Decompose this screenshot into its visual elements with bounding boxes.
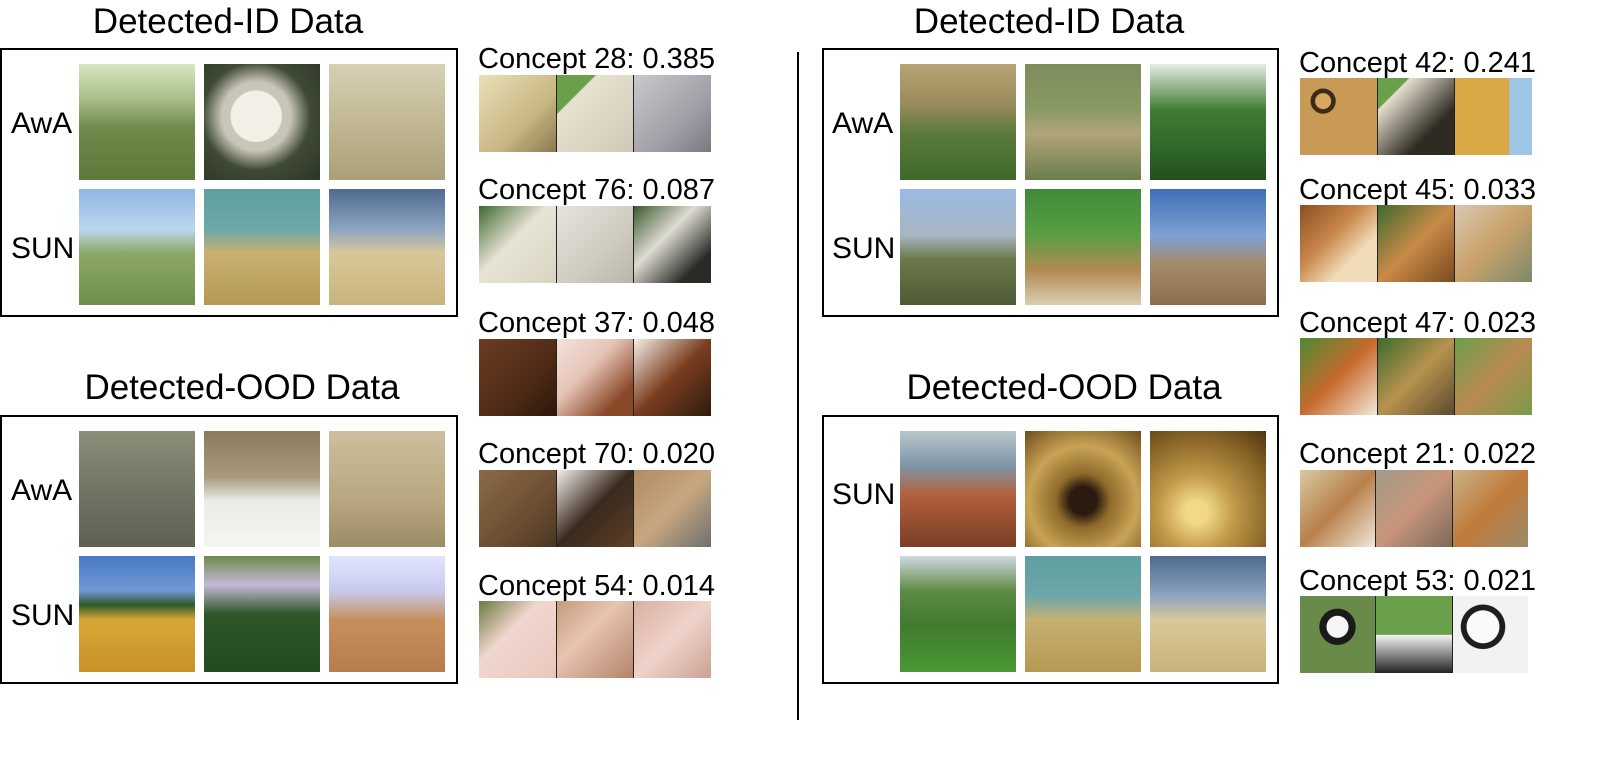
left-concept-5-patch-1: [479, 601, 556, 678]
right-ood-sun-image-3: [1150, 431, 1266, 547]
panel-divider: [797, 52, 799, 720]
left-id-row-label-awa: AwA: [11, 107, 73, 140]
right-concept-3-patch-1: [1300, 338, 1377, 415]
right-id-title: Detected-ID Data: [913, 2, 1185, 41]
right-concept-1-label: Concept 42: 0.241: [1299, 47, 1537, 79]
right-ood-sun-image-5: [1025, 556, 1141, 672]
left-id-sun-image-3: [329, 189, 445, 305]
right-concept-1-patch-1: [1300, 78, 1377, 155]
right-id-sun-image-2: [1025, 189, 1141, 305]
left-id-box: [0, 48, 458, 317]
left-concept-1-strip: [479, 75, 711, 152]
right-concept-4-label: Concept 21: 0.022: [1299, 438, 1537, 470]
left-ood-row-label-sun: SUN: [11, 599, 75, 632]
left-concept-4-patch-3: [633, 470, 711, 547]
right-concept-1-patch-2: [1376, 78, 1455, 155]
left-ood-awa-image-2: [204, 431, 320, 547]
right-concept-3-label: Concept 47: 0.023: [1299, 307, 1537, 339]
right-concept-5-label: Concept 53: 0.021: [1299, 565, 1537, 597]
right-id-row-label-awa: AwA: [832, 107, 894, 140]
right-id-box: [822, 48, 1279, 317]
left-concept-3-label: Concept 37: 0.048: [478, 307, 716, 339]
right-ood-row-label-sun: SUN: [832, 478, 896, 511]
right-concept-2-patch-2: [1376, 205, 1455, 282]
left-id-sun-image-1: [79, 189, 195, 305]
left-concept-4-patch-1: [479, 470, 556, 547]
right-concept-4-strip: [1300, 470, 1528, 547]
right-id-awa-image-1: [900, 64, 1016, 180]
right-ood-sun-image-2: [1025, 431, 1141, 547]
right-concept-4-patch-3: [1451, 470, 1528, 547]
left-concept-5-patch-3: [633, 601, 711, 678]
right-concept-5-patch-3: [1451, 596, 1528, 673]
left-concept-4-strip: [479, 470, 711, 547]
right-ood-box: [822, 415, 1279, 684]
right-concept-4-patch-2: [1375, 470, 1452, 547]
right-ood-sun-image-1: [900, 431, 1016, 547]
right-id-awa-image-2: [1025, 64, 1141, 180]
left-concept-1-patch-2: [555, 75, 634, 152]
right-concept-2-strip: [1300, 205, 1532, 282]
left-concept-4-label: Concept 70: 0.020: [478, 438, 716, 470]
left-ood-sun-image-1: [79, 556, 195, 672]
left-concept-3-patch-3: [633, 339, 711, 416]
right-concept-5-patch-1: [1300, 596, 1376, 673]
left-ood-sun-image-3: [329, 556, 445, 672]
right-concept-1-strip: [1300, 78, 1532, 155]
right-concept-5-patch-2: [1375, 596, 1452, 673]
left-concept-3-patch-1: [479, 339, 556, 416]
left-concept-3-patch-2: [555, 339, 634, 416]
left-id-awa-image-2: [204, 64, 320, 180]
left-id-row-label-sun: SUN: [11, 232, 75, 265]
left-concept-3-strip: [479, 339, 711, 416]
left-concept-2-patch-3: [633, 206, 711, 283]
right-id-row-label-sun: SUN: [832, 232, 896, 265]
right-id-awa-image-3: [1150, 64, 1266, 180]
right-concept-5-strip: [1300, 596, 1528, 673]
left-ood-title: Detected-OOD Data: [84, 368, 400, 407]
left-concept-2-label: Concept 76: 0.087: [478, 174, 716, 206]
left-concept-5-patch-2: [555, 601, 634, 678]
right-id-sun-image-1: [900, 189, 1016, 305]
left-ood-box: [0, 415, 458, 684]
right-concept-2-patch-3: [1454, 205, 1532, 282]
left-concept-5-label: Concept 54: 0.014: [478, 570, 716, 602]
right-concept-2-label: Concept 45: 0.033: [1299, 174, 1537, 206]
left-ood-sun-image-2: [204, 556, 320, 672]
left-concept-2-patch-1: [479, 206, 556, 283]
left-ood-row-label-awa: AwA: [11, 474, 73, 507]
left-concept-1-patch-1: [479, 75, 556, 152]
right-id-sun-image-3: [1150, 189, 1266, 305]
left-id-awa-image-3: [329, 64, 445, 180]
left-ood-awa-image-1: [79, 431, 195, 547]
left-concept-5-strip: [479, 601, 711, 678]
right-concept-3-strip: [1300, 338, 1532, 415]
left-id-awa-image-1: [79, 64, 195, 180]
left-id-title: Detected-ID Data: [92, 2, 364, 41]
left-id-sun-image-2: [204, 189, 320, 305]
right-concept-3-patch-3: [1454, 338, 1532, 415]
left-concept-1-label: Concept 28: 0.385: [478, 43, 716, 75]
left-ood-awa-image-3: [329, 431, 445, 547]
left-concept-2-strip: [479, 206, 711, 283]
right-ood-title: Detected-OOD Data: [906, 368, 1222, 407]
right-concept-2-patch-1: [1300, 205, 1377, 282]
left-concept-2-patch-2: [555, 206, 634, 283]
left-concept-1-patch-3: [633, 75, 711, 152]
right-concept-1-patch-3: [1454, 78, 1532, 155]
right-ood-sun-image-6: [1150, 556, 1266, 672]
right-ood-sun-image-4: [900, 556, 1016, 672]
right-concept-3-patch-2: [1376, 338, 1455, 415]
left-concept-4-patch-2: [555, 470, 634, 547]
right-concept-4-patch-1: [1300, 470, 1376, 547]
